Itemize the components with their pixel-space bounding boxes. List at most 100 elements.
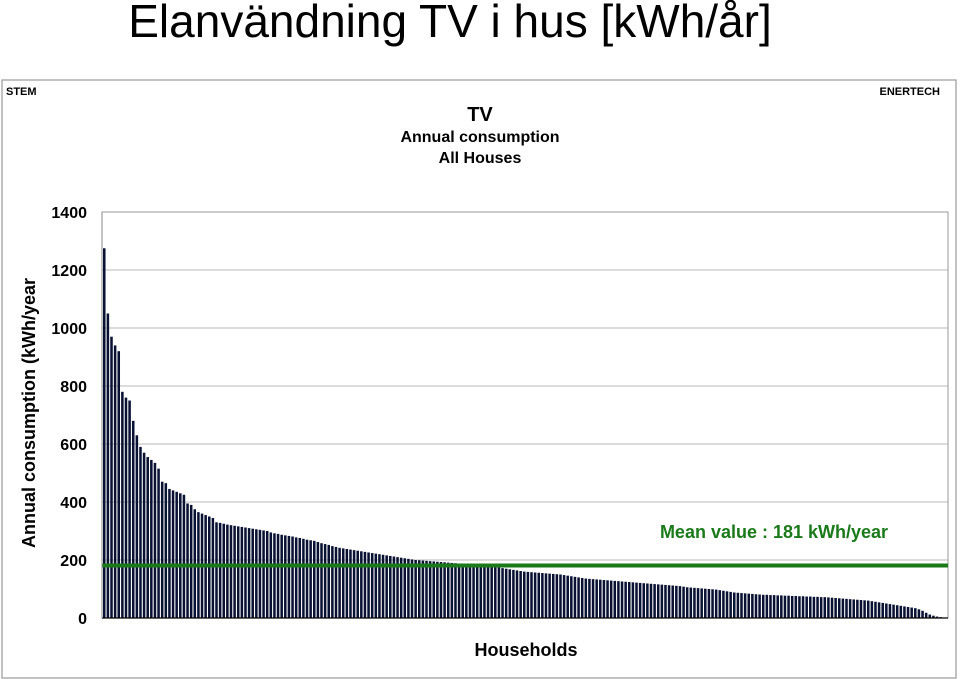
- bar: [671, 585, 674, 618]
- bar: [772, 595, 776, 618]
- bar: [566, 575, 569, 618]
- bar: [628, 582, 631, 618]
- bar: [754, 594, 758, 618]
- bar: [859, 600, 863, 618]
- bar: [262, 530, 265, 618]
- bar: [515, 570, 519, 618]
- bar: [121, 391, 124, 618]
- bar: [117, 351, 121, 618]
- bar: [707, 589, 711, 618]
- bar: [816, 596, 819, 618]
- bar: [903, 606, 906, 618]
- bar: [722, 590, 725, 618]
- bar: [642, 583, 646, 618]
- bar: [544, 573, 548, 618]
- chart-subtitle-line-2: All Houses: [439, 150, 522, 167]
- bar: [892, 604, 895, 618]
- bar: [711, 589, 714, 618]
- bar: [222, 523, 226, 618]
- bar: [157, 468, 160, 618]
- y-tick-label: 800: [60, 379, 87, 396]
- bar: [924, 612, 928, 618]
- bar: [338, 547, 341, 618]
- bar: [432, 561, 436, 618]
- bar: [845, 598, 848, 618]
- bar: [783, 595, 787, 618]
- bar: [316, 542, 320, 618]
- bar: [215, 522, 218, 618]
- bar: [160, 481, 164, 618]
- bar: [294, 537, 298, 618]
- bar: [838, 598, 841, 618]
- bar: [396, 557, 399, 618]
- bar: [620, 581, 624, 618]
- bar: [613, 580, 617, 618]
- bar: [124, 397, 128, 618]
- bar: [606, 580, 609, 618]
- bar: [367, 552, 370, 618]
- bar: [381, 554, 385, 618]
- bar: [877, 602, 881, 618]
- bar: [678, 586, 682, 618]
- bar: [179, 493, 182, 618]
- bar: [472, 564, 475, 618]
- bar: [646, 583, 649, 618]
- bar: [595, 579, 598, 618]
- bar: [378, 554, 381, 618]
- bar: [153, 462, 157, 618]
- bar: [917, 609, 921, 618]
- bar: [103, 248, 106, 618]
- bar: [370, 553, 374, 618]
- bar: [776, 595, 779, 618]
- bar: [541, 573, 544, 618]
- bar: [494, 566, 497, 618]
- bar: [475, 564, 479, 618]
- bar: [439, 562, 443, 618]
- bar: [932, 615, 935, 618]
- bar: [888, 604, 892, 618]
- bar: [765, 594, 769, 618]
- bar: [895, 605, 899, 618]
- bar: [935, 616, 939, 618]
- bar: [345, 548, 349, 618]
- bar: [428, 561, 432, 618]
- bar: [885, 603, 888, 618]
- bar: [794, 595, 798, 618]
- bar: [751, 593, 754, 618]
- bar: [599, 579, 602, 618]
- bar: [309, 540, 312, 618]
- bar: [555, 574, 559, 618]
- y-axis-label: Annual consumption (kWh/year: [19, 278, 39, 548]
- bar: [410, 559, 414, 618]
- bar: [910, 607, 913, 618]
- bar: [559, 574, 562, 618]
- bar: [718, 590, 722, 618]
- bar: [635, 582, 638, 618]
- bar: [414, 560, 417, 618]
- bar: [617, 581, 620, 618]
- bar: [584, 578, 588, 618]
- bar: [276, 533, 280, 618]
- bar: [689, 587, 693, 618]
- bar: [787, 595, 790, 618]
- bar: [175, 491, 178, 618]
- bar: [588, 578, 591, 618]
- bar: [486, 565, 490, 618]
- bar: [436, 561, 439, 618]
- bar: [421, 560, 425, 618]
- bar: [704, 588, 707, 618]
- bar: [790, 595, 794, 618]
- bar: [244, 527, 247, 618]
- bar: [664, 584, 667, 618]
- bar: [273, 533, 276, 618]
- bar: [269, 532, 273, 618]
- bar: [921, 610, 924, 618]
- bar: [128, 400, 131, 618]
- bar: [508, 569, 512, 618]
- bar: [356, 550, 359, 618]
- bar: [660, 584, 664, 618]
- bar: [523, 571, 526, 618]
- bar: [906, 606, 910, 618]
- bar: [551, 573, 555, 618]
